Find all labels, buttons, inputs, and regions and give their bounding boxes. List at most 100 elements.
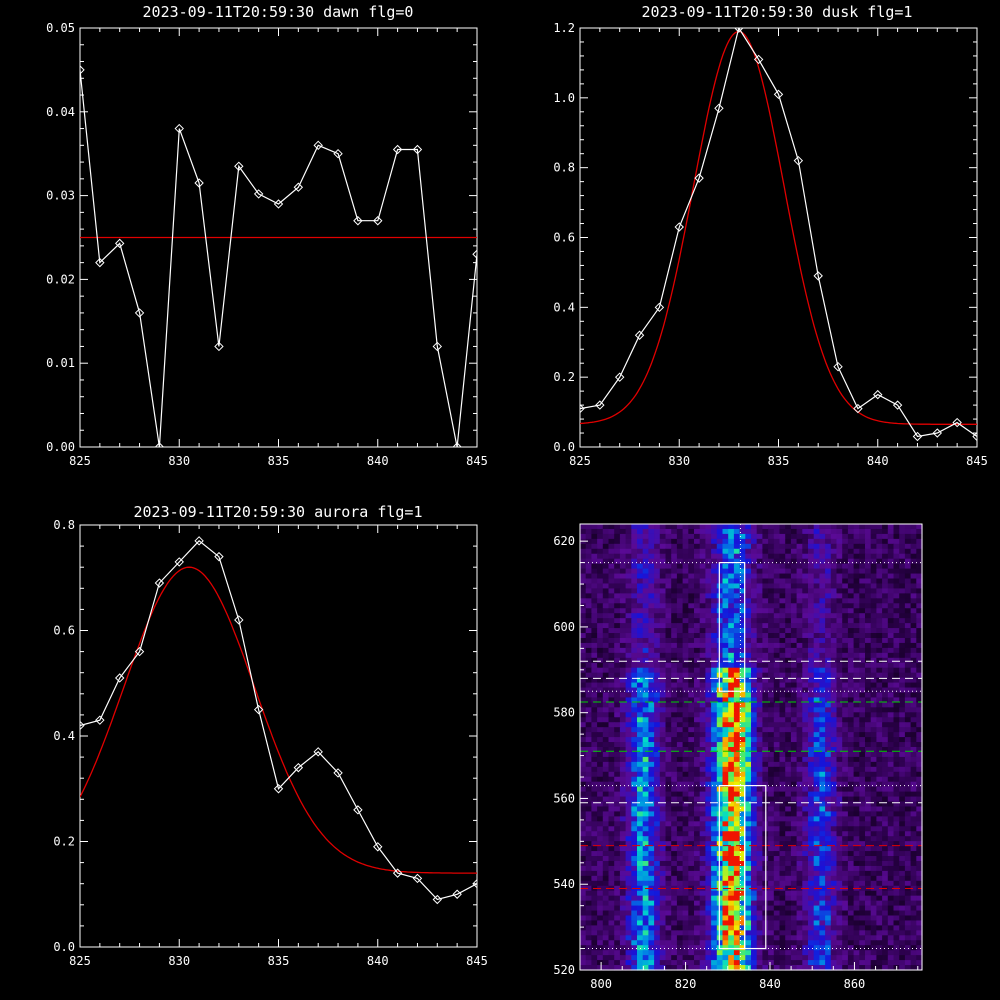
heatmap-cell xyxy=(705,657,712,664)
heatmap-cell xyxy=(745,880,752,887)
heatmap-cell xyxy=(773,776,781,783)
heatmap-cell xyxy=(887,677,895,684)
heatmap-cell xyxy=(910,548,917,555)
heatmap-cell xyxy=(580,836,587,842)
heatmap-cell xyxy=(790,707,798,713)
heatmap-cell xyxy=(796,608,803,614)
heatmap-cell xyxy=(631,742,638,748)
heatmap-cell xyxy=(699,851,706,857)
heatmap-cell xyxy=(910,841,917,847)
heatmap-cell xyxy=(802,692,809,699)
heatmap-cell xyxy=(705,791,712,798)
heatmap-cell xyxy=(688,722,695,728)
heatmap-cell xyxy=(602,583,610,590)
heatmap-cell xyxy=(876,548,883,555)
heatmap-cell xyxy=(602,821,610,827)
heatmap-cell xyxy=(682,672,689,679)
heatmap-cell xyxy=(637,712,644,718)
heatmap-cell xyxy=(802,776,809,783)
heatmap-cell xyxy=(756,573,763,580)
heatmap-cell xyxy=(580,642,587,649)
heatmap-cell xyxy=(665,851,672,857)
heatmap-cell xyxy=(870,742,877,748)
heatmap-cell xyxy=(847,633,855,639)
heatmap-cell xyxy=(597,667,604,674)
heatmap-cell xyxy=(899,836,906,842)
heatmap-cell xyxy=(676,603,684,609)
heatmap-cell xyxy=(694,712,701,718)
heatmap-cell xyxy=(802,642,809,649)
heatmap-cell xyxy=(779,712,786,718)
heatmap-cell xyxy=(773,642,781,649)
heatmap-cell xyxy=(688,895,695,902)
heatmap-cell xyxy=(819,870,826,877)
heatmap-cell xyxy=(870,875,877,882)
heatmap-cell xyxy=(711,647,718,654)
heatmap-cell xyxy=(642,637,649,644)
heatmap-cell xyxy=(699,618,706,624)
heatmap-cell xyxy=(762,528,769,535)
heatmap-cell xyxy=(768,870,775,877)
heatmap-cell xyxy=(904,672,912,679)
heatmap-cell xyxy=(842,682,849,689)
heatmap-cell xyxy=(591,880,598,887)
heatmap-cell xyxy=(768,851,775,857)
heatmap-cell xyxy=(642,672,649,679)
heatmap-cell xyxy=(882,588,889,594)
heatmap-cell xyxy=(637,707,644,713)
heatmap-cell xyxy=(637,851,644,857)
heatmap-cell xyxy=(728,751,735,758)
data-point-diamond xyxy=(932,428,943,438)
heatmap-cell xyxy=(608,732,615,738)
heatmap-cell xyxy=(836,816,843,822)
heatmap-cell xyxy=(625,717,632,723)
heatmap-cell xyxy=(659,722,667,728)
heatmap-cell xyxy=(819,553,826,560)
heatmap-cell xyxy=(887,558,895,565)
heatmap-cell xyxy=(847,727,855,733)
heatmap-cell xyxy=(773,875,781,882)
heatmap-cell xyxy=(802,751,809,758)
heatmap-cell xyxy=(665,692,672,699)
heatmap-cell xyxy=(853,786,860,793)
heatmap-cell xyxy=(722,573,729,580)
data-point-diamond xyxy=(194,178,204,188)
heatmap-cell xyxy=(899,737,906,743)
data-point-diamond xyxy=(114,238,125,249)
heatmap-cell xyxy=(893,563,900,570)
heatmap-cell xyxy=(893,816,900,822)
heatmap-cell xyxy=(768,811,775,817)
heatmap-cell xyxy=(705,613,712,619)
heatmap-cell xyxy=(733,652,741,659)
heatmap-cell xyxy=(722,598,729,604)
heatmap-cell xyxy=(699,865,706,872)
heatmap-cell xyxy=(637,687,644,694)
heatmap-cell xyxy=(887,578,895,585)
heatmap-cell xyxy=(602,722,610,728)
heatmap-cell xyxy=(602,836,610,842)
heatmap-cell xyxy=(887,717,895,723)
heatmap-cell xyxy=(830,603,838,609)
heatmap-cell xyxy=(882,543,889,550)
heatmap-cell xyxy=(836,613,843,619)
data-point-diamond xyxy=(392,144,403,155)
heatmap-cell xyxy=(773,766,781,773)
heatmap-cell xyxy=(916,826,923,832)
heatmap-cell xyxy=(637,662,644,669)
heatmap-cell xyxy=(779,702,786,708)
heatmap-cell xyxy=(619,880,627,887)
heatmap-cell xyxy=(842,593,849,599)
heatmap-cell xyxy=(711,875,718,882)
heatmap-cell xyxy=(779,890,786,897)
heatmap-cell xyxy=(899,618,906,624)
heatmap-cell xyxy=(699,667,706,674)
heatmap-cell xyxy=(842,875,849,882)
heatmap-cell xyxy=(654,548,661,555)
heatmap-cell xyxy=(654,667,661,674)
heatmap-cell xyxy=(779,831,786,837)
heatmap-cell xyxy=(847,707,855,713)
heatmap-cell xyxy=(751,831,758,837)
heatmap-cell xyxy=(756,831,763,837)
heatmap-cell xyxy=(785,608,792,614)
heatmap-cell xyxy=(665,821,672,827)
